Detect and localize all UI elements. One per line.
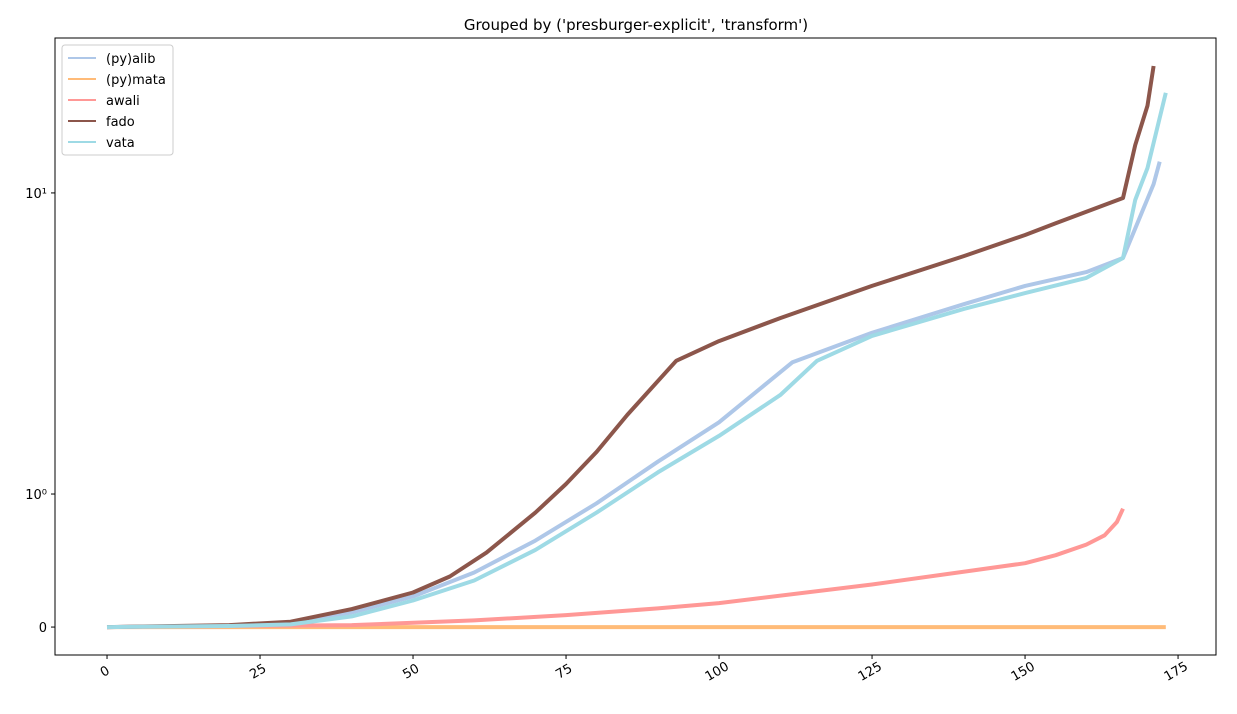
series-line (106, 65, 1156, 630)
x-tick-label: 0 (98, 663, 113, 680)
x-tick-label: 175 (1162, 659, 1191, 684)
x-tick-label: 75 (553, 661, 575, 682)
legend-label: vata (106, 136, 135, 151)
axes-frame (54, 37, 1217, 656)
legend-box (61, 44, 174, 156)
series-line (106, 507, 1125, 630)
series-line (106, 92, 1168, 630)
x-tick-label: 150 (1009, 659, 1038, 684)
legend-label: awali (106, 94, 140, 109)
legend-label: (py)mata (106, 73, 166, 88)
x-tick-label: 50 (400, 661, 422, 682)
x-tick-label: 125 (856, 659, 885, 684)
legend-label: fado (106, 115, 135, 130)
x-tick-label: 100 (703, 659, 732, 684)
y-tick-label: 0 (39, 621, 47, 636)
y-tick-label: 10⁰ (25, 488, 47, 503)
series-line (106, 161, 1162, 630)
plot-area (106, 65, 1168, 630)
x-tick-label: 25 (247, 661, 269, 682)
y-tick-label: 10¹ (25, 187, 47, 202)
legend-label: (py)alib (106, 52, 156, 67)
chart-title: Grouped by ('presburger-explicit', 'tran… (464, 16, 808, 34)
